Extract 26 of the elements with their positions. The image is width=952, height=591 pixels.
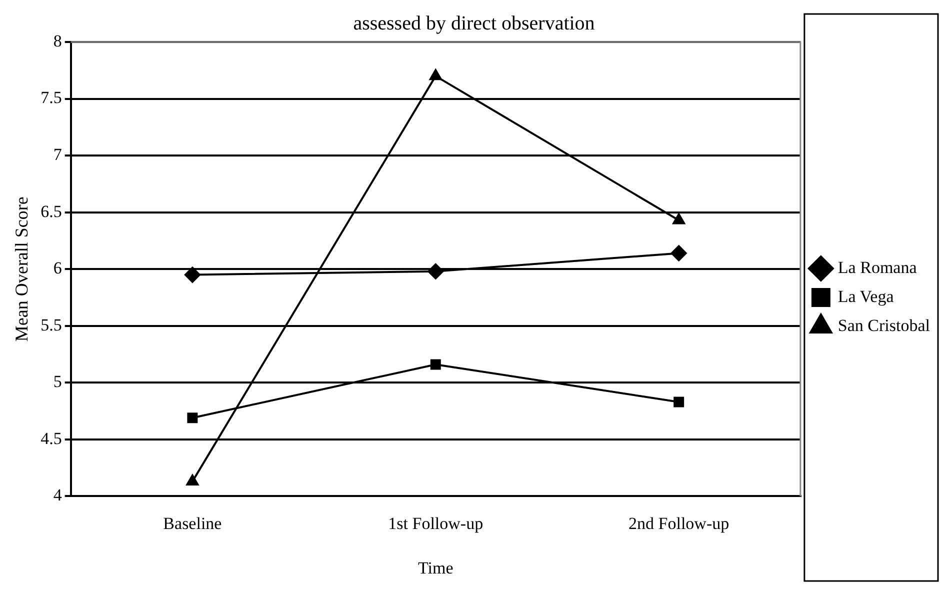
legend-label: San Cristobal: [838, 316, 930, 335]
y-axis-title: Mean Overall Score: [12, 196, 32, 342]
y-tick-label: 4.5: [40, 428, 62, 448]
y-tick-label: 4: [53, 486, 62, 505]
chart-title: assessed by direct observation: [353, 12, 595, 34]
point: [430, 359, 441, 370]
point: [429, 69, 442, 80]
point: [187, 412, 198, 424]
point: [670, 245, 687, 262]
y-tick-label: 6.5: [40, 202, 62, 221]
x-tick-label: 1st Follow-up: [388, 514, 484, 533]
point: [674, 396, 684, 408]
y-tick-label: 5.5: [40, 315, 62, 334]
y-tick-label: 5: [53, 372, 62, 392]
x-tick-label: 2nd Follow-up: [628, 514, 730, 533]
legend-label: La Romana: [838, 258, 918, 277]
point: [672, 213, 686, 224]
x-tick-label: Baseline: [163, 514, 222, 533]
point: [428, 263, 444, 280]
y-tick-label: 7.5: [40, 88, 62, 108]
x-axis-title: Time: [418, 558, 454, 578]
y-tick-label: 7: [53, 145, 62, 164]
y-tick-label: 8: [53, 31, 62, 50]
y-tick-label: 6: [53, 258, 62, 278]
point: [184, 266, 200, 283]
legend-label: La Vega: [838, 286, 894, 306]
